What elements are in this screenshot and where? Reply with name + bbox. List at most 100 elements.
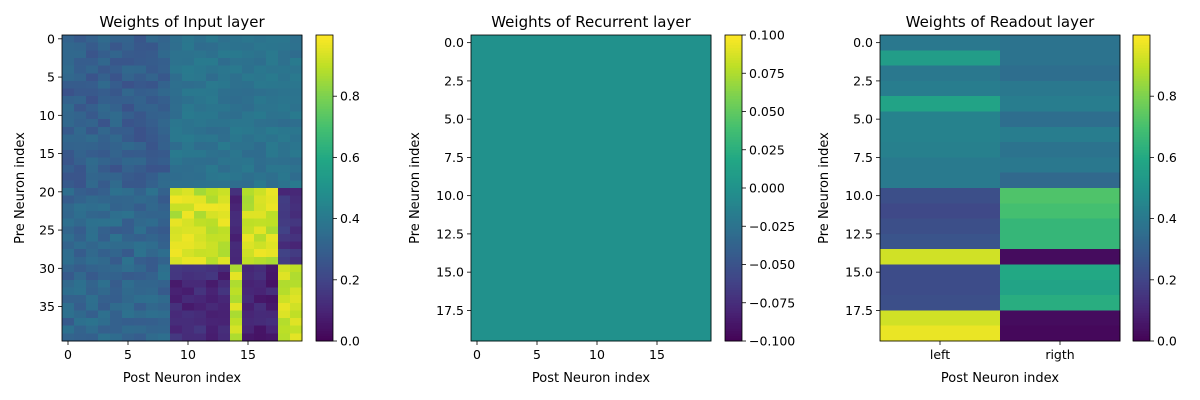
heatmap-cell — [182, 325, 195, 334]
heatmap-cell — [230, 218, 243, 227]
colorbar-segment — [316, 223, 333, 227]
colorbar-segment — [725, 254, 742, 258]
x-tick-label: rigth — [1045, 347, 1074, 362]
heatmap-cell — [206, 88, 219, 97]
heatmap-cell — [110, 180, 123, 189]
heatmap-cell — [639, 35, 652, 51]
heatmap-cell — [218, 272, 231, 281]
heatmap-cell — [278, 287, 291, 296]
heatmap-cell — [880, 50, 1001, 67]
heatmap-cell — [663, 264, 676, 281]
heatmap-cell — [675, 35, 688, 51]
heatmap-cell — [278, 318, 291, 327]
heatmap-cell — [519, 310, 532, 327]
heatmap-cell — [158, 218, 171, 227]
colorbar-segment — [1133, 318, 1150, 322]
heatmap-cell — [122, 256, 135, 266]
heatmap-cell — [290, 65, 303, 74]
colorbar-segment — [316, 213, 333, 217]
colorbar-segment — [316, 68, 333, 72]
heatmap-cell — [663, 295, 676, 311]
heatmap-cell — [254, 226, 267, 235]
heatmap-cell — [98, 226, 111, 235]
heatmap-cell — [627, 325, 640, 342]
heatmap-cell — [266, 180, 279, 189]
heatmap-cell — [519, 80, 532, 97]
heatmap-cell — [206, 157, 219, 166]
heatmap-cell — [74, 256, 87, 266]
heatmap-cell — [182, 149, 195, 158]
colorbar-segment — [725, 205, 742, 209]
heatmap-cell — [158, 318, 171, 327]
colorbar-segment — [316, 162, 333, 166]
heatmap-cell — [591, 233, 604, 250]
heatmap-cell — [170, 80, 183, 90]
heatmap-cell — [278, 80, 291, 90]
colorbar-segment — [725, 50, 742, 54]
heatmap-cell — [182, 172, 195, 181]
heatmap-cell — [146, 188, 159, 197]
heatmap-cell — [278, 264, 291, 273]
colorbar-segment — [316, 116, 333, 120]
heatmap-cell — [146, 57, 159, 67]
heatmap-cell — [242, 111, 255, 120]
colorbar-segment — [1133, 218, 1150, 222]
heatmap-cell — [182, 180, 195, 189]
colorbar-segment — [1133, 98, 1150, 102]
heatmap-cell — [74, 295, 87, 304]
colorbar-segment — [316, 335, 333, 340]
heatmap-cell — [74, 50, 87, 59]
heatmap-cell — [531, 264, 544, 281]
heatmap-cell — [543, 157, 556, 174]
colorbar-segment — [316, 325, 333, 329]
colorbar-segment — [725, 302, 742, 306]
heatmap-cell — [98, 279, 111, 289]
heatmap-cell — [290, 195, 303, 204]
heatmap-cell — [675, 172, 688, 189]
heatmap-cell — [254, 241, 267, 250]
heatmap-cell — [230, 249, 243, 258]
heatmap-cell — [663, 35, 676, 51]
colorbar-tick-label: −0.025 — [749, 219, 795, 234]
heatmap-cell — [242, 318, 255, 327]
heatmap-cell — [182, 218, 195, 227]
heatmap-cell — [146, 157, 159, 166]
heatmap-cell — [483, 188, 496, 204]
colorbar-segment — [725, 203, 742, 207]
heatmap-cell — [603, 264, 616, 281]
colorbar-segment — [725, 80, 742, 85]
heatmap-cell — [74, 180, 87, 189]
heatmap-cell — [639, 142, 652, 158]
heatmap-cell — [74, 88, 87, 97]
heatmap-cell — [507, 279, 520, 296]
x-tick-label: 0 — [473, 347, 481, 362]
heatmap-cell — [663, 249, 676, 266]
heatmap-cell — [86, 272, 99, 281]
heatmap-cell — [579, 264, 592, 281]
colorbar-segment — [316, 170, 333, 174]
colorbar-segment — [725, 111, 742, 115]
heatmap-cell — [699, 249, 712, 266]
y-tick-label: 25 — [39, 223, 55, 238]
colorbar-segment — [316, 131, 333, 136]
heatmap-cell — [110, 203, 123, 212]
heatmap-cell — [254, 249, 267, 258]
heatmap-cell — [495, 264, 508, 281]
heatmap-cell — [290, 218, 303, 227]
heatmap-cell — [170, 272, 183, 281]
heatmap-cell — [86, 325, 99, 334]
heatmap-cell — [122, 287, 135, 296]
heatmap-cell — [170, 279, 183, 289]
y-tick-label: 12.5 — [845, 226, 873, 241]
colorbar-segment — [725, 142, 742, 146]
heatmap-cell — [699, 218, 712, 235]
heatmap-cell — [86, 188, 99, 197]
heatmap-cell — [603, 157, 616, 174]
heatmap-cell — [206, 142, 219, 151]
colorbar-segment — [725, 144, 742, 148]
colorbar-segment — [316, 208, 333, 212]
heatmap-cell — [62, 218, 75, 227]
heatmap-cell — [206, 203, 219, 212]
heatmap-cell — [194, 65, 207, 74]
